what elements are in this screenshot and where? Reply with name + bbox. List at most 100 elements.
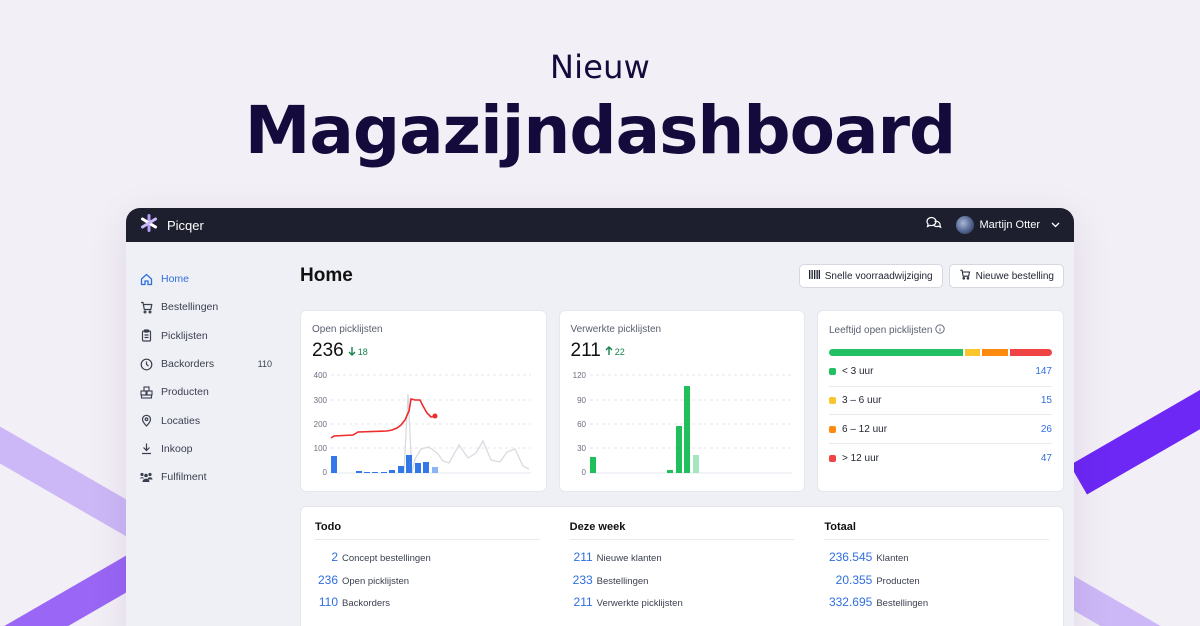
total-column: Totaal 236.545 Klanten 20.355 Producten 33… (824, 521, 1050, 626)
age-bar-yellow (965, 349, 980, 356)
age-bar-green (829, 349, 964, 356)
quick-stock-button[interactable]: Snelle voorraadwijziging (798, 264, 943, 288)
sidebar-item-backorders[interactable]: Backorders 110 (126, 350, 286, 378)
open-picklists-chart: 400 300 200 100 0 (314, 371, 531, 477)
status-dot (829, 454, 836, 462)
sidebar-item-label: Picklijsten (161, 329, 208, 342)
summary-value: 211 (573, 550, 593, 564)
summary-value: 236 (317, 572, 338, 587)
sidebar-item-locaties[interactable]: Locaties (126, 406, 286, 434)
topbar: Picqer Martijn Otter (126, 208, 1074, 242)
chat-bubbles-icon[interactable] (925, 215, 942, 235)
age-row[interactable]: 3 – 6 uur 15 (829, 387, 1052, 416)
summary-label: Concept bestellingen (342, 553, 431, 564)
logo-asterisk-icon (140, 213, 158, 237)
summary-label: Producten (876, 575, 920, 587)
decorative-stripe-right-light (1059, 576, 1200, 626)
summary-value: 236.545 (828, 550, 873, 564)
sidebar: Home Bestellingen Picklijsten Backorders… (126, 242, 286, 491)
summary-row[interactable]: 20.355 Producten (824, 573, 1049, 596)
user-name: Martijn Otter (979, 219, 1040, 231)
week-column: Deze week 211 Nieuwe klanten 233 Bestellin… (569, 521, 795, 626)
clock-icon (139, 357, 153, 371)
age-label: 3 – 6 uur (842, 395, 882, 407)
map-pin-icon (139, 414, 153, 428)
summary-label: Bestellingen (876, 598, 929, 610)
summary-row[interactable]: 236.545 Klanten (824, 550, 1049, 573)
cart-icon (959, 269, 971, 283)
summary-label: Verwerkte picklijsten (596, 598, 683, 610)
info-icon[interactable] (935, 324, 946, 337)
summary-value: 110 (318, 595, 338, 610)
summary-row[interactable]: 110 Backorders (315, 595, 540, 618)
backorders-count: 110 (257, 359, 272, 370)
delta-value: 18 (357, 347, 368, 357)
app-name: Picqer (167, 217, 204, 233)
arrow-up-icon (605, 346, 613, 358)
status-dot (829, 425, 836, 433)
age-row[interactable]: < 3 uur 147 (829, 358, 1052, 387)
sidebar-item-label: Inkoop (161, 442, 193, 455)
summary-row[interactable]: 211 Verwerkte picklijsten (570, 595, 795, 618)
sidebar-item-picklijsten[interactable]: Picklijsten (126, 322, 286, 350)
summary-label: Bestellingen (596, 575, 649, 587)
delta-value: 22 (614, 347, 625, 357)
age-bar-red (1009, 349, 1052, 356)
svg-text:0: 0 (323, 468, 328, 477)
svg-text:90: 90 (577, 396, 586, 405)
processed-picklists-card[interactable]: Verwerkte picklijsten 211 22 120 90 60 30 0 (558, 310, 805, 492)
summary-value: 332.695 (828, 595, 873, 610)
summary-row[interactable]: 236 Open picklijsten (315, 573, 540, 596)
open-picklists-card[interactable]: Open picklijsten 236 18 400 300 200 100 0 (300, 310, 547, 492)
summary-value: 2 (331, 550, 338, 564)
summary-label: Backorders (342, 598, 391, 610)
week-title: Deze week (569, 521, 795, 540)
sidebar-item-bestellingen[interactable]: Bestellingen (126, 293, 286, 321)
new-order-label: Nieuwe bestelling (975, 270, 1054, 282)
age-distribution-bar (829, 349, 1052, 356)
app-window: Picqer Martijn Otter Home (126, 208, 1074, 626)
quick-stock-label: Snelle voorraadwijziging (824, 270, 933, 282)
home-icon (139, 272, 153, 286)
age-value: 147 (1035, 366, 1052, 378)
age-label: < 3 uur (842, 366, 874, 378)
todo-column: Todo 2 Concept bestellingen 236 Open pickl… (315, 521, 540, 626)
open-picklists-delta: 18 (348, 346, 368, 358)
summary-panel: Todo 2 Concept bestellingen 236 Open pickl… (300, 506, 1064, 626)
summary-row[interactable]: 332.695 Bestellingen (824, 595, 1049, 618)
processed-picklists-value: 211 (570, 340, 601, 361)
user-menu[interactable]: Martijn Otter (956, 216, 1060, 234)
age-row[interactable]: 6 – 12 uur 26 (829, 415, 1052, 445)
processed-picklists-chart: 120 90 60 30 0 (572, 371, 792, 477)
age-value: 26 (1040, 423, 1052, 435)
summary-row[interactable]: 2 Concept bestellingen (315, 550, 540, 573)
summary-value: 20.355 (835, 572, 873, 587)
svg-text:60: 60 (577, 420, 586, 429)
sidebar-item-fulfilment[interactable]: Fulfilment (126, 463, 286, 491)
sidebar-item-label: Locaties (161, 414, 201, 427)
logo[interactable]: Picqer (140, 213, 204, 237)
age-bar-orange (981, 349, 1008, 356)
age-row[interactable]: > 12 uur 47 (829, 444, 1052, 473)
sidebar-item-inkoop[interactable]: Inkoop (126, 435, 286, 463)
summary-row[interactable]: 211 Nieuwe klanten (570, 550, 795, 573)
age-picklists-card[interactable]: Leeftijd open picklijsten < 3 uur 147 (817, 310, 1064, 492)
age-label: 6 – 12 uur (842, 423, 888, 435)
download-icon (139, 442, 153, 456)
sidebar-item-producten[interactable]: Producten (126, 378, 286, 406)
card-label: Verwerkte picklijsten (570, 324, 662, 335)
svg-text:200: 200 (314, 420, 328, 429)
sidebar-item-label: Fulfilment (161, 471, 207, 484)
clipboard-icon (139, 329, 153, 343)
age-value: 15 (1040, 395, 1052, 407)
sidebar-item-home[interactable]: Home (126, 265, 286, 293)
summary-row[interactable]: 233 Bestellingen (570, 573, 795, 596)
new-order-button[interactable]: Nieuwe bestelling (948, 264, 1064, 288)
age-card-title: Leeftijd open picklijsten (829, 325, 933, 336)
open-picklists-value: 236 (312, 340, 344, 361)
sidebar-item-label: Producten (161, 386, 209, 399)
processed-picklists-delta: 22 (605, 346, 625, 358)
barcode-icon (808, 270, 820, 282)
arrow-down-icon (348, 346, 356, 358)
summary-label: Klanten (876, 553, 909, 564)
